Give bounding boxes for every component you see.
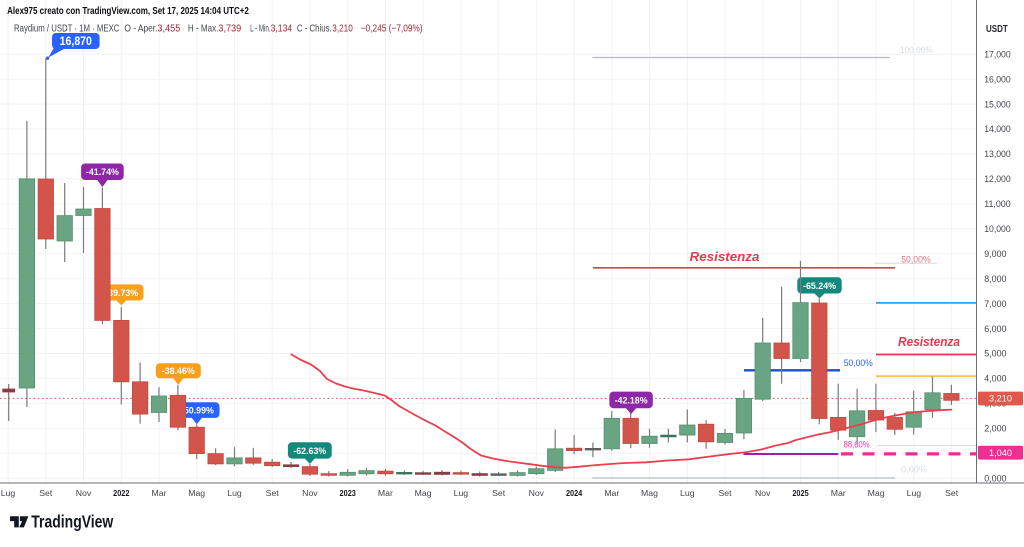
svg-text:100,00%: 100,00% — [900, 45, 933, 56]
svg-text:5,000: 5,000 — [984, 349, 1006, 359]
svg-text:Lug: Lug — [907, 488, 922, 498]
svg-text:-42.18%: -42.18% — [615, 395, 649, 406]
svg-text:10,000: 10,000 — [984, 224, 1011, 234]
svg-text:-38.46%: -38.46% — [162, 366, 196, 377]
svg-text:Set: Set — [945, 488, 959, 498]
svg-text:14,000: 14,000 — [984, 124, 1011, 134]
svg-text:-41.74%: -41.74% — [86, 167, 120, 178]
svg-text:Resistenza: Resistenza — [690, 249, 760, 264]
svg-text:Mar: Mar — [152, 488, 167, 498]
svg-text:0,00%: 0,00% — [901, 465, 927, 476]
svg-text:C - Chius.: C - Chius. — [297, 24, 332, 35]
svg-text:Set: Set — [39, 488, 53, 498]
svg-text:3,455: 3,455 — [157, 24, 180, 35]
svg-text:-39.73%: -39.73% — [105, 288, 139, 299]
svg-text:2024: 2024 — [566, 488, 582, 498]
svg-text:H - Max.: H - Max. — [188, 24, 219, 35]
svg-text:7,000: 7,000 — [984, 299, 1006, 309]
svg-text:Nov: Nov — [755, 488, 771, 498]
svg-text:0,000: 0,000 — [984, 473, 1006, 483]
svg-text:Lug: Lug — [454, 488, 469, 498]
svg-text:Set: Set — [266, 488, 280, 498]
svg-text:Lug: Lug — [1, 488, 16, 498]
svg-text:-65.24%: -65.24% — [803, 281, 837, 292]
svg-text:3,134: 3,134 — [271, 24, 293, 35]
svg-text:2,000: 2,000 — [984, 424, 1006, 434]
svg-text:L - Min.: L - Min. — [250, 24, 271, 35]
svg-text:13,000: 13,000 — [984, 149, 1011, 159]
svg-text:4,000: 4,000 — [984, 374, 1006, 384]
svg-text:2023: 2023 — [340, 488, 356, 498]
svg-text:−0,245 (−7,09%): −0,245 (−7,09%) — [361, 24, 423, 35]
svg-text:3,210: 3,210 — [989, 394, 1012, 405]
svg-text:16,870: 16,870 — [60, 36, 92, 48]
svg-text:2025: 2025 — [792, 488, 808, 498]
svg-text:1,040: 1,040 — [989, 448, 1012, 459]
svg-text:50,00%: 50,00% — [901, 254, 931, 265]
svg-text:Nov: Nov — [76, 488, 92, 498]
svg-text:Alex975 creato con TradingView: Alex975 creato con TradingView.com, Set … — [7, 6, 249, 17]
svg-text:6,000: 6,000 — [984, 324, 1006, 334]
svg-text:Resistenza: Resistenza — [898, 334, 960, 349]
svg-text:Set: Set — [492, 488, 506, 498]
svg-text:Mag: Mag — [868, 488, 885, 498]
svg-text:Set: Set — [718, 488, 732, 498]
svg-text:Lug: Lug — [680, 488, 695, 498]
svg-text:88,60%: 88,60% — [844, 439, 870, 450]
svg-text:TradingView: TradingView — [31, 512, 113, 532]
svg-text:Raydium / USDT · 1M · MEXC: Raydium / USDT · 1M · MEXC — [14, 24, 119, 35]
svg-text:9,000: 9,000 — [984, 249, 1006, 259]
svg-text:Mag: Mag — [188, 488, 205, 498]
svg-text:USDT: USDT — [986, 24, 1008, 35]
svg-text:16,000: 16,000 — [984, 74, 1011, 84]
svg-text:11,000: 11,000 — [984, 199, 1011, 209]
svg-text:Lug: Lug — [227, 488, 242, 498]
svg-text:Nov: Nov — [529, 488, 545, 498]
svg-text:Mag: Mag — [415, 488, 432, 498]
svg-text:-50.99%: -50.99% — [181, 406, 215, 417]
svg-text:15,000: 15,000 — [984, 99, 1011, 109]
svg-text:-62.63%: -62.63% — [293, 446, 327, 457]
svg-text:Mar: Mar — [604, 488, 619, 498]
svg-text:3,210: 3,210 — [332, 24, 353, 35]
svg-text:50,00%: 50,00% — [844, 358, 874, 369]
svg-text:8,000: 8,000 — [984, 274, 1006, 284]
svg-text:2022: 2022 — [113, 488, 129, 498]
svg-text:Mar: Mar — [378, 488, 393, 498]
svg-text:Mag: Mag — [641, 488, 658, 498]
svg-text:O - Aper.: O - Aper. — [124, 24, 157, 35]
svg-text:Nov: Nov — [302, 488, 318, 498]
svg-text:17,000: 17,000 — [984, 49, 1011, 59]
svg-text:Mar: Mar — [831, 488, 846, 498]
svg-text:12,000: 12,000 — [984, 174, 1011, 184]
svg-text:3,739: 3,739 — [218, 24, 241, 35]
